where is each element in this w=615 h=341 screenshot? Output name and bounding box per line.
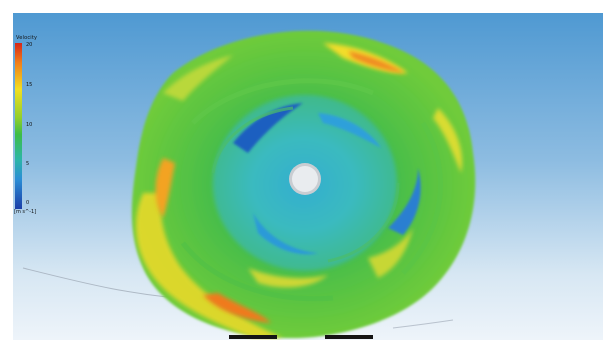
render-viewport: Velocity 20 15 10 5 0 [m s^-1] xyxy=(13,13,603,340)
flow-band-yellow xyxy=(248,268,328,288)
streak xyxy=(401,121,443,275)
flow-band-yellow xyxy=(163,55,233,101)
legend-tick: 5 xyxy=(26,161,30,167)
flow-core-blue xyxy=(388,168,421,235)
legend-tick: 15 xyxy=(26,82,33,88)
streak xyxy=(211,106,294,174)
streak xyxy=(181,241,334,302)
streamline xyxy=(392,319,454,329)
shaft-hole-inner xyxy=(292,166,318,192)
flow-band-yellow xyxy=(135,193,283,338)
scale-bar-segment xyxy=(325,335,373,339)
legend-title: Velocity xyxy=(16,35,38,41)
flow-core-blue xyxy=(253,213,318,255)
flow-band-yellow xyxy=(368,228,413,278)
flow-core-blue xyxy=(233,103,303,153)
flow-core-blue xyxy=(318,113,381,148)
flow-band-orange xyxy=(348,51,405,73)
legend-tick: 20 xyxy=(26,42,33,48)
legend-tick: 10 xyxy=(26,122,33,128)
flow-band-orange xyxy=(203,293,271,323)
velocity-swirl xyxy=(131,30,476,339)
streak xyxy=(327,182,400,263)
scale-bar-segment xyxy=(229,335,277,339)
flow-band-yellow xyxy=(433,108,463,173)
legend-units: [m s^-1] xyxy=(14,209,37,215)
flow-band-orange xyxy=(155,158,175,218)
swirl-flow-plot xyxy=(22,30,476,339)
legend-color-bar xyxy=(15,43,22,209)
legend-tick: 0 xyxy=(26,200,30,206)
streak xyxy=(191,78,374,125)
